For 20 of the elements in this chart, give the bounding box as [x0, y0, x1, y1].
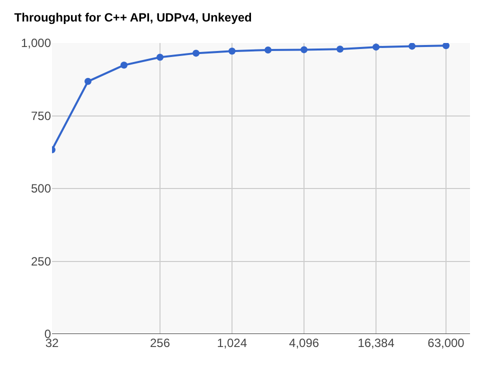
- point: [300, 46, 308, 54]
- point: [120, 62, 128, 69]
- point: [372, 44, 380, 51]
- point: [408, 43, 416, 50]
- y-tick-label: 750: [30, 108, 52, 123]
- x-tick-label: 1,024: [217, 336, 248, 350]
- x-tick-label: 63,000: [428, 336, 465, 350]
- x-tick-label: 256: [150, 336, 170, 350]
- x-tick-label: 16,384: [358, 336, 395, 350]
- point: [84, 78, 92, 85]
- chart-title: Throughput for C++ API, UDPv4, Unkeyed: [14, 10, 252, 25]
- x-tick-label: 4,096: [289, 336, 320, 350]
- y-tick-label: 500: [30, 182, 52, 196]
- point: [228, 48, 236, 55]
- y-tick-label: 1,000: [20, 36, 52, 50]
- point: [264, 46, 272, 54]
- point: [156, 54, 164, 61]
- point: [336, 46, 344, 53]
- point: [192, 50, 200, 57]
- y-tick-label: 250: [30, 254, 52, 268]
